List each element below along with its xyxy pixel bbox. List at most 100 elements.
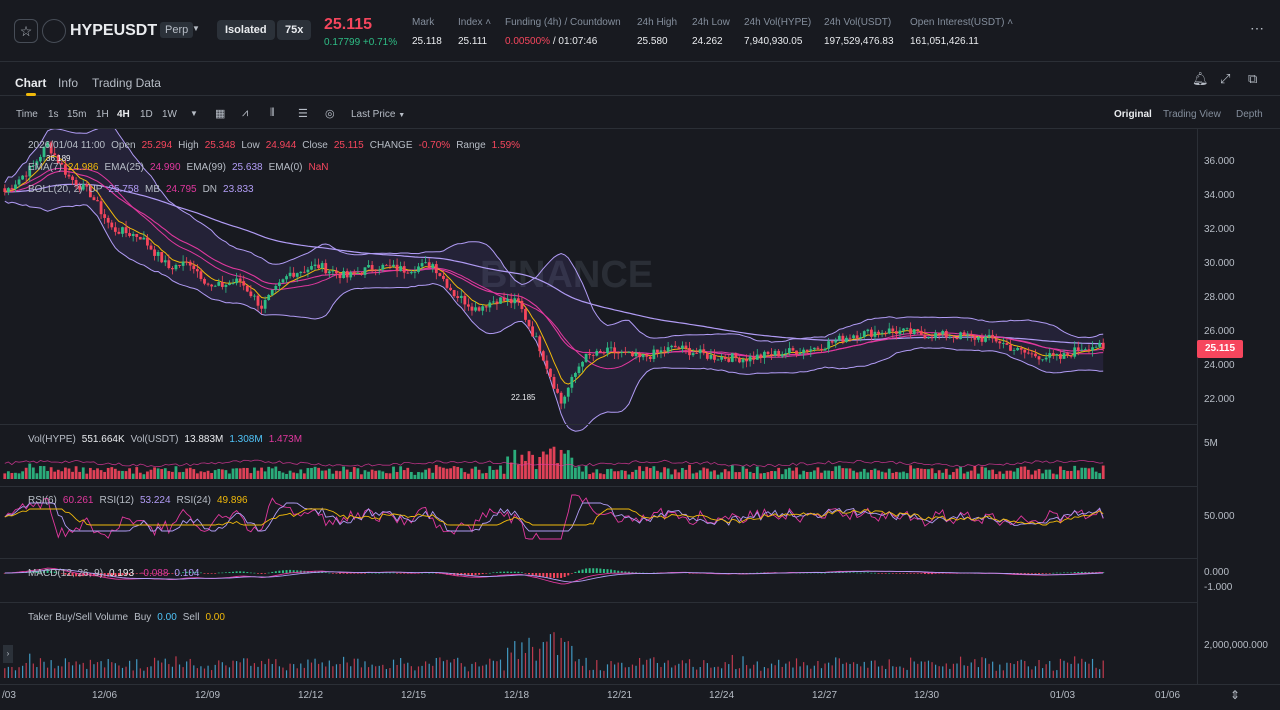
target-icon[interactable]: ◎: [325, 108, 335, 120]
candle-body: [944, 330, 948, 338]
taker-volume-bar: [621, 662, 623, 678]
macd-histogram-bar: [142, 573, 145, 574]
scroll-left-icon[interactable]: ›: [3, 645, 13, 663]
candle-body: [677, 347, 681, 349]
taker-volume-bar: [806, 665, 808, 678]
taker-volume-bar: [571, 645, 573, 678]
active-tab-indicator: [26, 93, 36, 96]
interval-1w[interactable]: 1W: [162, 109, 177, 120]
margin-mode-button[interactable]: Isolated: [217, 20, 275, 40]
volume-bar: [381, 471, 385, 479]
view-depth[interactable]: Depth: [1236, 109, 1263, 120]
tab-info[interactable]: Info: [58, 76, 79, 90]
bell-icon[interactable]: 🔔︎: [1192, 71, 1209, 86]
interval-1s[interactable]: 1s: [48, 109, 59, 120]
interval-4h[interactable]: 4H: [117, 109, 130, 120]
taker-volume-bar: [75, 661, 77, 678]
chevron-down-icon[interactable]: ▼: [192, 24, 200, 33]
candle-body: [270, 289, 274, 295]
calendar-icon[interactable]: ▦: [215, 108, 226, 120]
candle-body: [302, 271, 306, 273]
volume-bar: [652, 466, 656, 479]
candle-body: [627, 351, 631, 353]
interval-15m[interactable]: 15m: [67, 109, 87, 120]
taker-volume-bar: [164, 658, 166, 678]
macd-histogram-bar: [331, 573, 334, 574]
x-axis-label: 12/24: [709, 690, 735, 701]
candle-type-icon[interactable]: ⫴: [270, 107, 275, 119]
candle-body: [741, 359, 745, 363]
macd-signal-line: [4, 568, 1104, 583]
volume-bar: [474, 466, 477, 479]
binance-watermark: BINANCE: [480, 254, 653, 296]
volume-bar: [1076, 470, 1080, 479]
volume-bar: [627, 474, 631, 479]
volume-bar: [24, 467, 28, 479]
macd-histogram-bar: [1059, 572, 1062, 574]
candle-body: [313, 264, 317, 267]
tab-trading-data[interactable]: Trading Data: [92, 76, 161, 90]
leverage-button[interactable]: 75x: [277, 20, 312, 40]
candle-body: [959, 332, 962, 340]
macd-histogram-bar: [560, 573, 563, 578]
view-trading-view[interactable]: Trading View: [1163, 109, 1221, 120]
more-menu-icon[interactable]: ⋯: [1250, 20, 1264, 36]
taker-volume-bar: [1017, 661, 1019, 678]
candle-body: [602, 352, 606, 354]
taker-volume-bar: [763, 667, 766, 678]
taker-volume-bar: [107, 659, 109, 678]
expand-icon[interactable]: ⤢: [1220, 71, 1231, 86]
volume-bar: [969, 470, 973, 479]
macd-histogram-bar: [592, 568, 595, 573]
macd-histogram-bar: [620, 571, 623, 573]
taker-volume-bar: [471, 663, 473, 678]
taker-volume-bar: [803, 662, 805, 678]
interval-1d[interactable]: 1D: [140, 109, 153, 120]
volume-bar: [581, 471, 584, 479]
tab-chart[interactable]: Chart: [15, 76, 47, 90]
volume-bar: [438, 466, 442, 479]
taker-volume-bar: [271, 663, 273, 678]
interval-1h[interactable]: 1H: [96, 109, 109, 120]
indicator-icon[interactable]: ⩘: [242, 107, 249, 119]
price-axis-label: 22.000: [1204, 394, 1235, 405]
volume-bar: [991, 469, 995, 479]
volume-bar: [738, 472, 741, 479]
taker-volume-bar: [842, 663, 844, 678]
candle-body: [663, 350, 666, 352]
taker-volume-bar: [892, 666, 894, 678]
view-original[interactable]: Original: [1114, 109, 1152, 120]
macd-histogram-bar: [289, 569, 292, 573]
candle-body: [862, 331, 866, 338]
taker-volume-bar: [407, 662, 409, 678]
symbol-title[interactable]: HYPEUSDT: [70, 22, 158, 39]
stat-index[interactable]: Index ˄ 25.111: [458, 17, 492, 47]
candle-body: [556, 388, 559, 393]
popout-icon[interactable]: ⧉: [1248, 71, 1258, 86]
volume-bar: [966, 471, 970, 479]
favorite-star-icon[interactable]: ☆: [14, 19, 38, 43]
stat-open-interest[interactable]: Open Interest(USDT) ˄ 161,051,426.11: [910, 17, 1014, 47]
volume-bar: [845, 468, 848, 479]
volume-bar: [1069, 470, 1073, 479]
candle-body: [345, 271, 349, 278]
macd-histogram-bar: [117, 573, 120, 577]
volume-bar: [142, 474, 146, 479]
price-type-select[interactable]: Last Price ▼: [351, 109, 406, 120]
macd-histogram-bar: [110, 573, 113, 577]
volume-bar: [110, 467, 114, 479]
autoscale-icon[interactable]: ⇕: [1230, 688, 1241, 702]
taker-volume-bar: [235, 661, 238, 678]
taker-volume-bar: [82, 662, 84, 678]
volume-bar: [1080, 467, 1084, 479]
macd-histogram-bar: [39, 570, 42, 573]
volume-bar: [827, 470, 831, 479]
candle-body: [1012, 350, 1016, 351]
volume-bar: [634, 469, 638, 479]
interval-dropdown-icon[interactable]: ▼: [190, 109, 198, 118]
candle-body: [773, 350, 777, 356]
settings-icon[interactable]: ☰: [298, 108, 308, 120]
price-chart[interactable]: BINANCE 36.189 22.185: [0, 129, 1198, 687]
taker-volume-bar: [995, 670, 997, 678]
volume-bar: [217, 468, 221, 479]
